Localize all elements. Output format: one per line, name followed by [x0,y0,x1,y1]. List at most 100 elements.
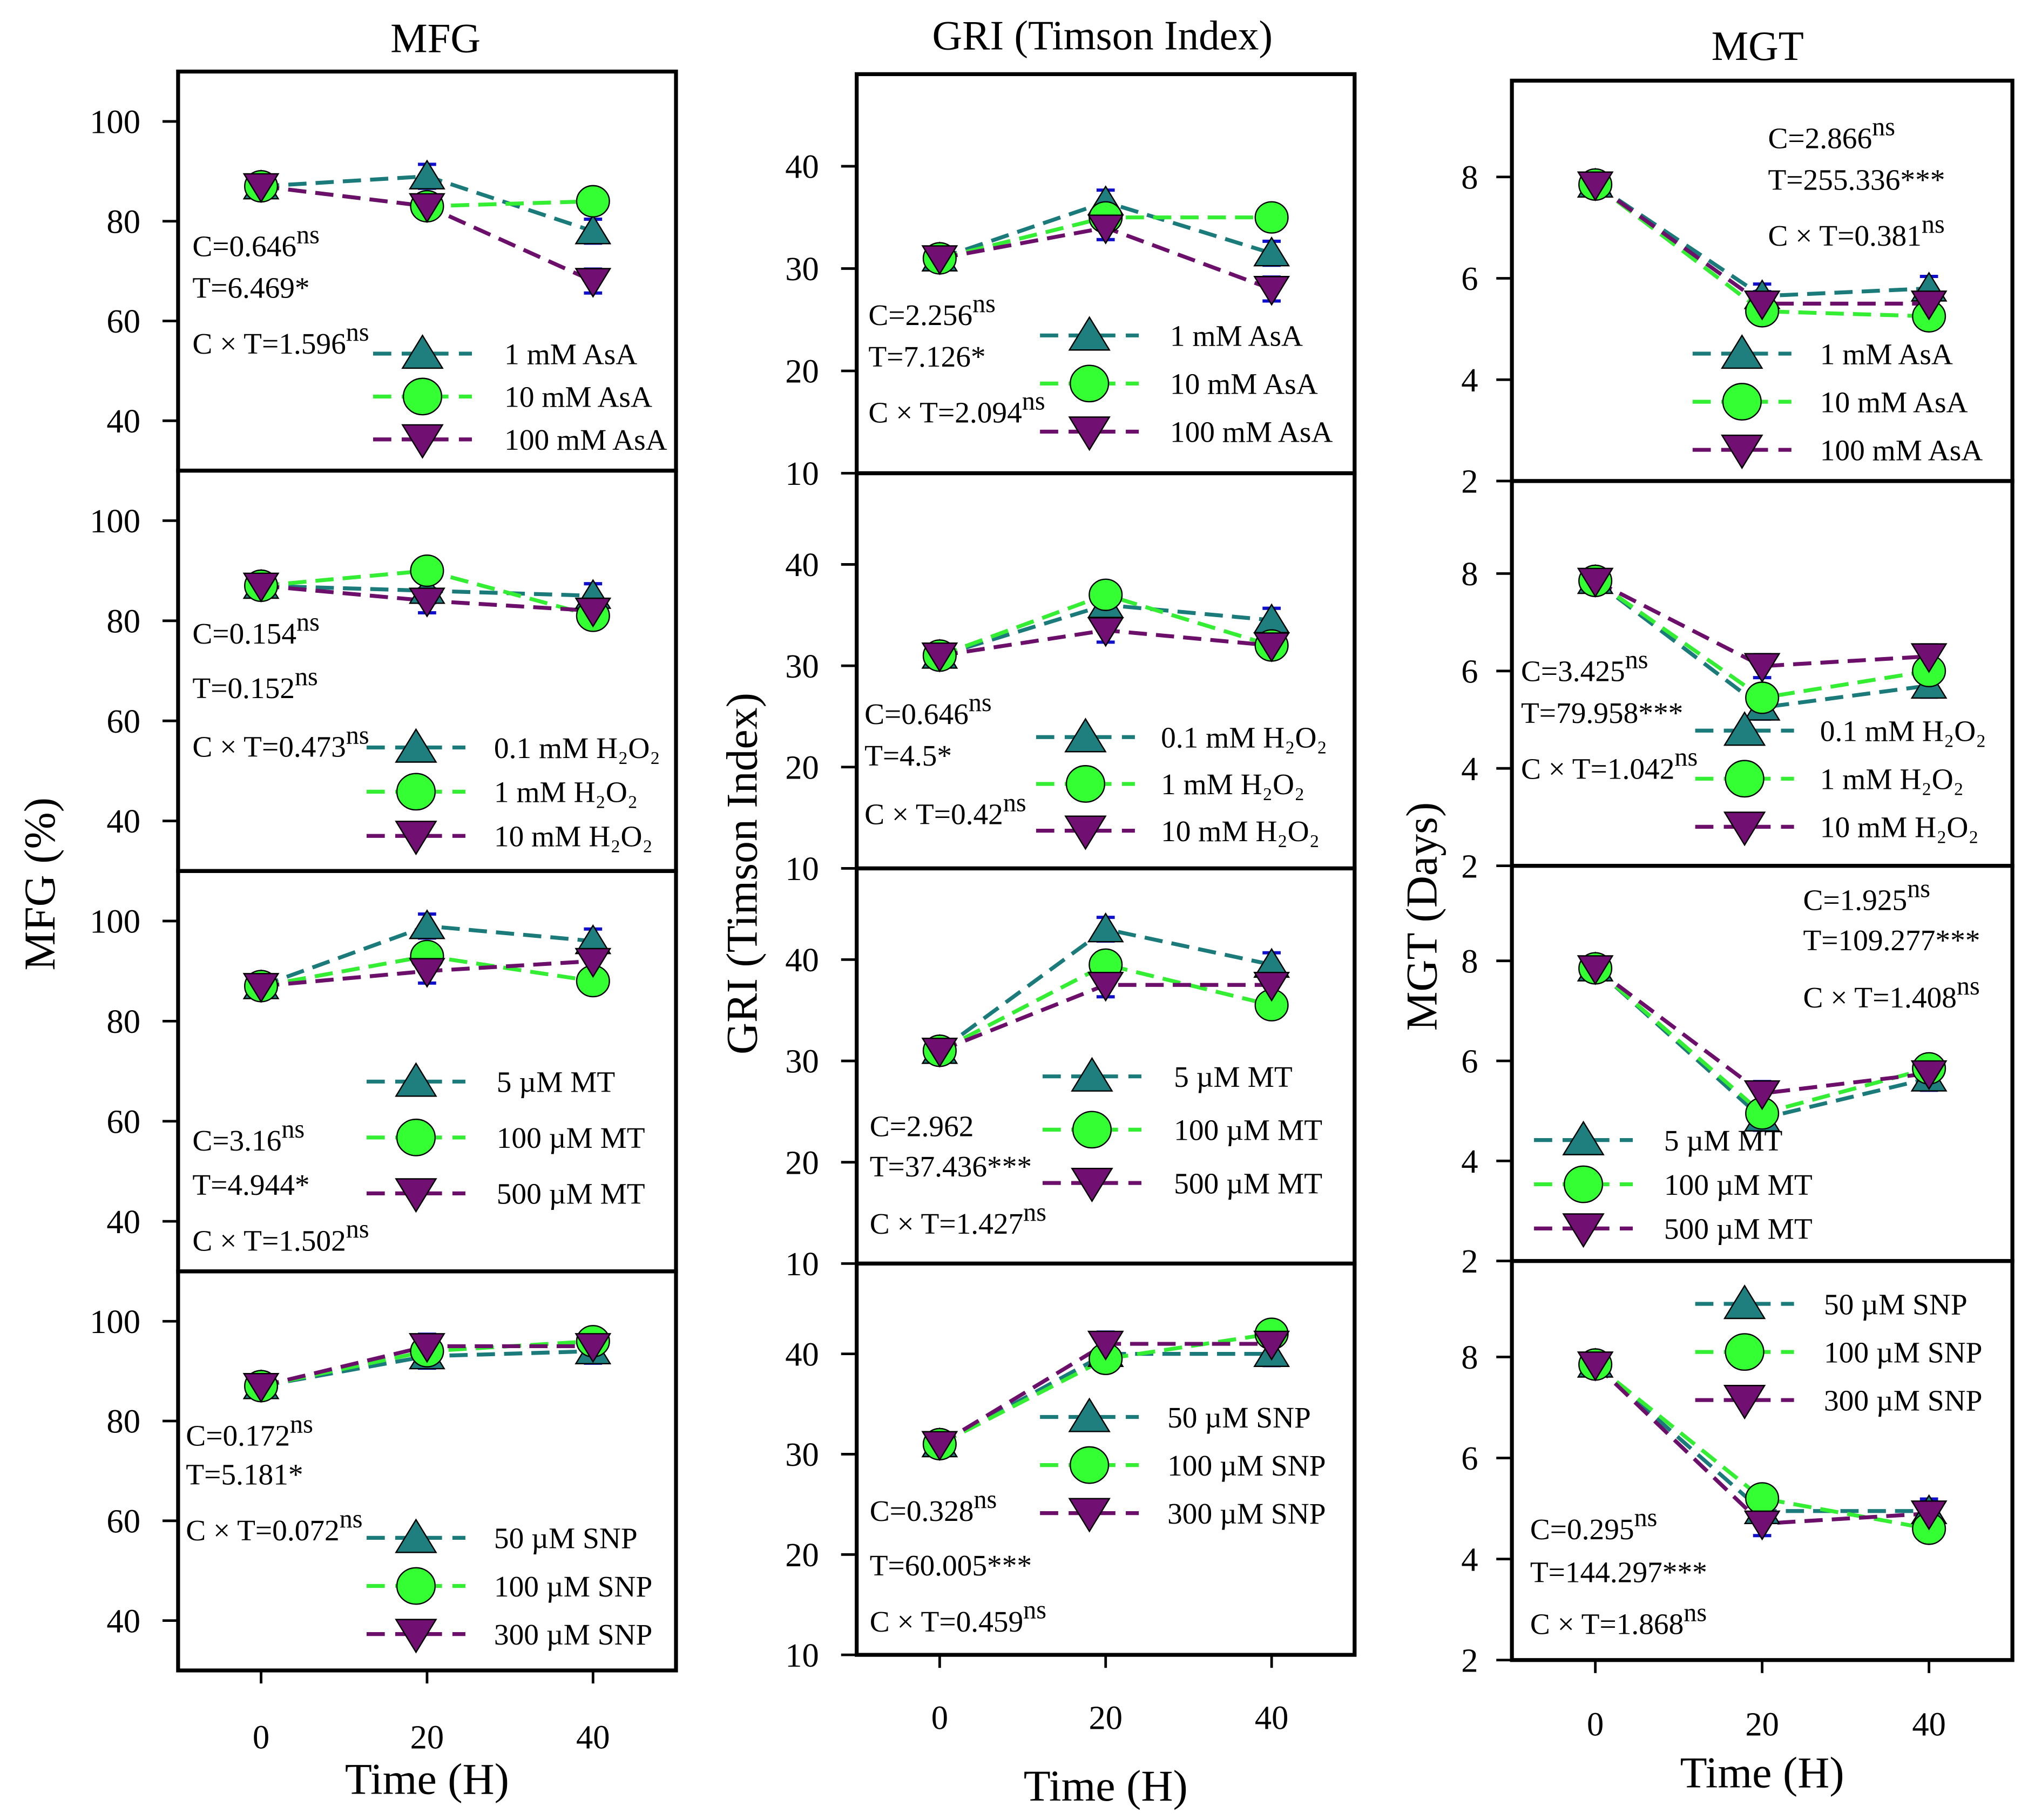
stat-text: C × T=1.502ns [192,1215,369,1257]
y-tick-label: 100 [90,903,140,941]
stat-text: C × T=0.473ns [192,721,369,763]
stat-value: C=1.925 [1803,884,1907,917]
x-tick-label: 0 [931,1699,948,1736]
legend-marker [1072,1111,1112,1149]
legend-label: 1 mM H₂O₂ [1820,763,1964,796]
stat-text: C=3.16ns [192,1115,305,1157]
stat-text: C=0.172ns [186,1410,313,1452]
stat-significance: ns [346,1215,369,1243]
legend-label: 1 mM AsA [1170,320,1303,353]
data-point [408,159,445,190]
data-point [1254,201,1289,234]
x-tick-label: 40 [1255,1699,1289,1736]
legend-label: 100 mM AsA [504,423,667,456]
y-tick-label: 10 [785,1636,819,1674]
legend-marker [1563,1165,1604,1203]
stat-value: T=6.469* [192,271,309,304]
stat-value: T=37.436*** [870,1150,1032,1183]
legend-label: 0.1 mM H₂O₂ [1161,721,1327,754]
y-tick-label: 6 [1461,1439,1478,1477]
y-tick-label: 20 [785,1536,819,1574]
data-point [574,1333,612,1363]
legend-label: 100 µM MT [1664,1168,1813,1201]
y-tick-label: 80 [106,202,140,240]
x-axis-label: Time (H) [1024,1761,1188,1810]
legend-marker [1071,1057,1113,1092]
legend-marker [1064,815,1107,850]
stat-text: C=2.256ns [868,289,996,331]
y-tick-label: 4 [1461,361,1478,399]
stat-value: C × T=1.502 [192,1224,346,1257]
stat-text: T=4.944* [192,1168,309,1201]
stat-text: T=60.005*** [870,1549,1032,1582]
legend-label: 300 µM SNP [1167,1497,1326,1530]
stat-text: C=0.154ns [192,608,320,650]
stat-significance: ns [290,1410,313,1438]
data-point [1743,1080,1781,1111]
legend-marker [1065,765,1106,803]
stat-significance: ns [969,688,992,717]
y-axis-label: GRI (Timson Index) [717,693,766,1054]
legend-marker [1070,364,1110,403]
stat-text: C=0.328ns [870,1485,997,1527]
legend-marker [1068,1498,1111,1533]
y-tick-label: 60 [106,1502,140,1540]
y-tick-label: 2 [1461,463,1478,500]
data-point [1910,290,1948,321]
stat-text: C × T=2.094ns [868,387,1045,429]
stat-significance: ns [1922,210,1945,239]
stat-value: T=5.181* [186,1458,303,1491]
legend-label: 5 µM MT [1174,1060,1293,1093]
stat-value: C=0.328 [870,1494,974,1527]
legend-label: 300 µM SNP [1824,1384,1982,1417]
stat-value: C=0.646 [192,229,296,262]
series-line [1594,1363,1930,1531]
data-point [410,554,444,587]
y-axis-label: MFG (%) [15,797,64,971]
y-tick-label: 20 [785,748,819,786]
data-point [408,958,445,988]
stat-text: C=0.295ns [1530,1504,1658,1546]
y-tick-label: 2 [1461,847,1478,885]
stat-text: C × T=0.072ns [186,1505,362,1547]
data-point [408,587,445,618]
series-line [1594,579,1930,710]
stat-value: T=0.152 [192,672,295,705]
legend-label: 10 mM AsA [1170,368,1318,401]
y-tick-label: 80 [106,1003,140,1040]
stat-text: C × T=0.381ns [1768,210,1944,252]
data-point [1745,681,1780,714]
legend-label: 50 µM SNP [1167,1401,1311,1434]
stat-text: T=37.436*** [870,1150,1032,1183]
legend-label: 100 µM SNP [1824,1336,1982,1369]
stat-text: C × T=1.408ns [1803,972,1979,1014]
x-tick-label: 0 [253,1718,269,1756]
y-tick-label: 80 [106,1403,140,1440]
stat-significance: ns [295,662,318,691]
legend-marker [395,1518,437,1553]
stat-text: T=7.126* [868,340,985,373]
data-point [1087,971,1124,1002]
data-point [1910,1060,1948,1091]
legend-marker [1722,383,1762,421]
y-axis-label: MGT (Days) [1397,802,1446,1031]
stat-text: C × T=0.42ns [864,789,1026,831]
stat-value: T=4.944* [192,1168,309,1201]
y-tick-label: 20 [785,353,819,390]
data-point [1253,236,1290,267]
stat-value: C × T=0.459 [870,1605,1023,1638]
y-tick-label: 8 [1461,555,1478,593]
legend-label: 10 mM AsA [504,381,652,414]
data-point [1577,171,1614,202]
panel-frame [176,1269,678,1673]
stat-value: C × T=1.408 [1803,981,1956,1014]
stat-value: C=2.866 [1768,122,1872,155]
chart-title: MGT [1712,23,1804,69]
stat-text: C=2.962 [870,1109,974,1142]
data-point [242,1373,280,1403]
stat-significance: ns [1957,972,1980,1000]
legend-marker [1068,316,1111,351]
legend-label: 500 µM MT [497,1178,645,1210]
legend-marker [395,728,437,763]
